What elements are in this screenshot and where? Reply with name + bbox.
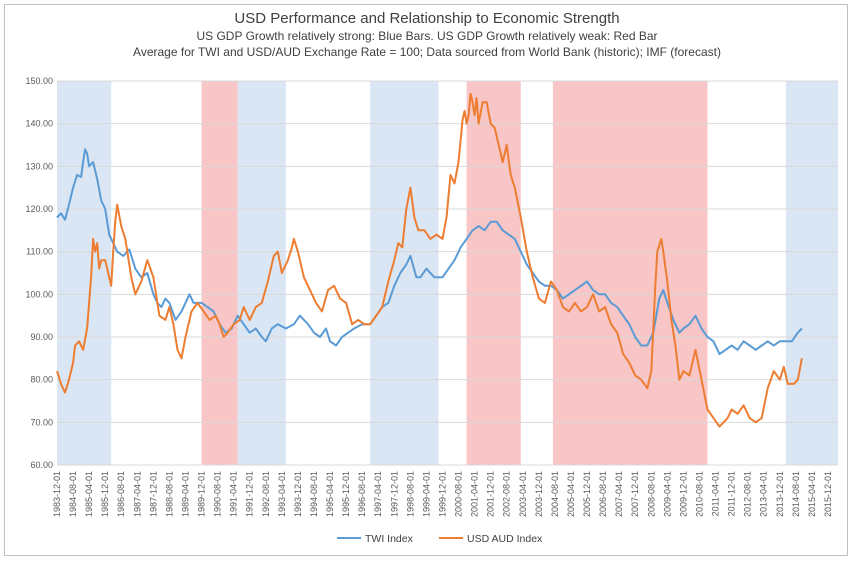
legend-label-twi-index: TWI Index [365,533,414,545]
x-tick-label: 2001-12-01 [486,471,496,517]
x-tick-label: 1989-04-01 [180,471,190,517]
legend: TWI Index USD AUD Index [337,533,543,545]
weak-growth-band [466,81,521,465]
x-tick-label: 2015-04-01 [807,471,817,517]
x-tick-label: 1995-04-01 [325,471,335,517]
x-tick-label: 1993-12-01 [293,471,303,517]
series-lines [56,92,803,428]
x-tick-label: 2010-08-01 [694,471,704,517]
chart-titles: USD Performance and Relationship to Econ… [0,9,854,60]
strong-growth-band [237,81,286,465]
x-tick-label: 2007-04-01 [614,471,624,517]
y-tick-label: 70.00 [30,417,53,427]
chart-subtitle-1: US GDP Growth relatively strong: Blue Ba… [196,29,658,43]
usd-aud-index-line [56,92,803,428]
chart-subtitle-2: Average for TWI and USD/AUD Exchange Rat… [133,45,721,59]
x-tick-label: 1984-08-01 [68,471,78,517]
gridlines [57,80,838,466]
x-tick-label: 1985-04-01 [84,471,94,517]
x-tick-label: 2012-08-01 [743,471,753,517]
strong-growth-band [785,81,838,465]
legend-label-usd-aud-index: USD AUD Index [467,533,543,545]
x-tick-label: 1993-04-01 [277,471,287,517]
x-tick-label: 2007-12-01 [630,471,640,517]
y-tick-label: 90.00 [30,332,53,342]
x-tick-label: 1998-08-01 [405,471,415,517]
x-tick-label: 1992-08-01 [261,471,271,517]
x-tick-label: 1987-04-01 [132,471,142,517]
x-tick-label: 2000-08-01 [454,471,464,517]
x-tick-label: 2013-04-01 [759,471,769,517]
x-tick-label: 1987-12-01 [148,471,158,517]
x-tick-label: 2008-08-01 [646,471,656,517]
x-tick-label: 1986-08-01 [116,471,126,517]
x-tick-label: 1985-12-01 [100,471,110,517]
x-tick-label: 1991-04-01 [229,471,239,517]
weak-growth-band [552,81,708,465]
x-tick-label: 2003-04-01 [518,471,528,517]
strong-growth-band [57,81,112,465]
weak-growth-band [201,81,238,465]
y-tick-label: 140.00 [25,119,53,129]
y-tick-label: 120.00 [25,204,53,214]
x-tick-label: 2009-04-01 [662,471,672,517]
x-tick-label: 1999-04-01 [421,471,431,517]
x-tick-label: 2014-08-01 [791,471,801,517]
x-tick-label: 2004-08-01 [550,471,560,517]
x-tick-label: 1990-08-01 [213,471,223,517]
strong-growth-band [370,81,439,465]
x-tick-label: 2009-12-01 [678,471,688,517]
x-axis-ticks: 1983-12-01 1984-08-01 1985-04-01 1985-12-01… [52,471,833,517]
x-tick-label: 2011-12-01 [727,471,737,516]
x-tick-label: 1996-08-01 [357,471,367,517]
y-tick-label: 60.00 [30,460,53,470]
x-tick-label: 2006-08-01 [598,471,608,517]
x-tick-label: 2013-12-01 [775,471,785,517]
x-tick-label: 1991-12-01 [245,471,255,517]
gdp-bands [57,81,838,465]
x-tick-label: 2005-04-01 [566,471,576,517]
y-tick-label: 150.00 [25,76,53,86]
x-tick-label: 2003-12-01 [534,471,544,517]
y-axis-ticks: 60.00 70.00 80.00 90.00 100.00 110.00 120.00 13… [25,76,53,470]
x-tick-label: 1999-12-01 [437,471,447,517]
twi-index-line [56,148,803,356]
x-tick-label: 2015-12-01 [823,471,833,517]
x-tick-label: 1989-12-01 [197,471,207,517]
x-tick-label: 1997-04-01 [373,471,383,517]
chart-title: USD Performance and Relationship to Econ… [234,10,620,27]
y-tick-label: 100.00 [25,289,53,299]
x-tick-label: 2011-04-01 [711,471,721,516]
x-tick-label: 2005-12-01 [582,471,592,517]
x-tick-label: 1997-12-01 [389,471,399,517]
x-tick-label: 2002-08-01 [502,471,512,517]
y-tick-label: 130.00 [25,161,53,171]
x-tick-label: 1995-12-01 [341,471,351,517]
y-tick-label: 110.00 [26,247,53,257]
y-tick-label: 80.00 [30,375,53,385]
x-tick-label: 1983-12-01 [52,471,62,517]
x-tick-label: 2001-04-01 [470,471,480,517]
x-tick-label: 1994-08-01 [309,471,319,517]
x-tick-label: 1988-08-01 [164,471,174,517]
